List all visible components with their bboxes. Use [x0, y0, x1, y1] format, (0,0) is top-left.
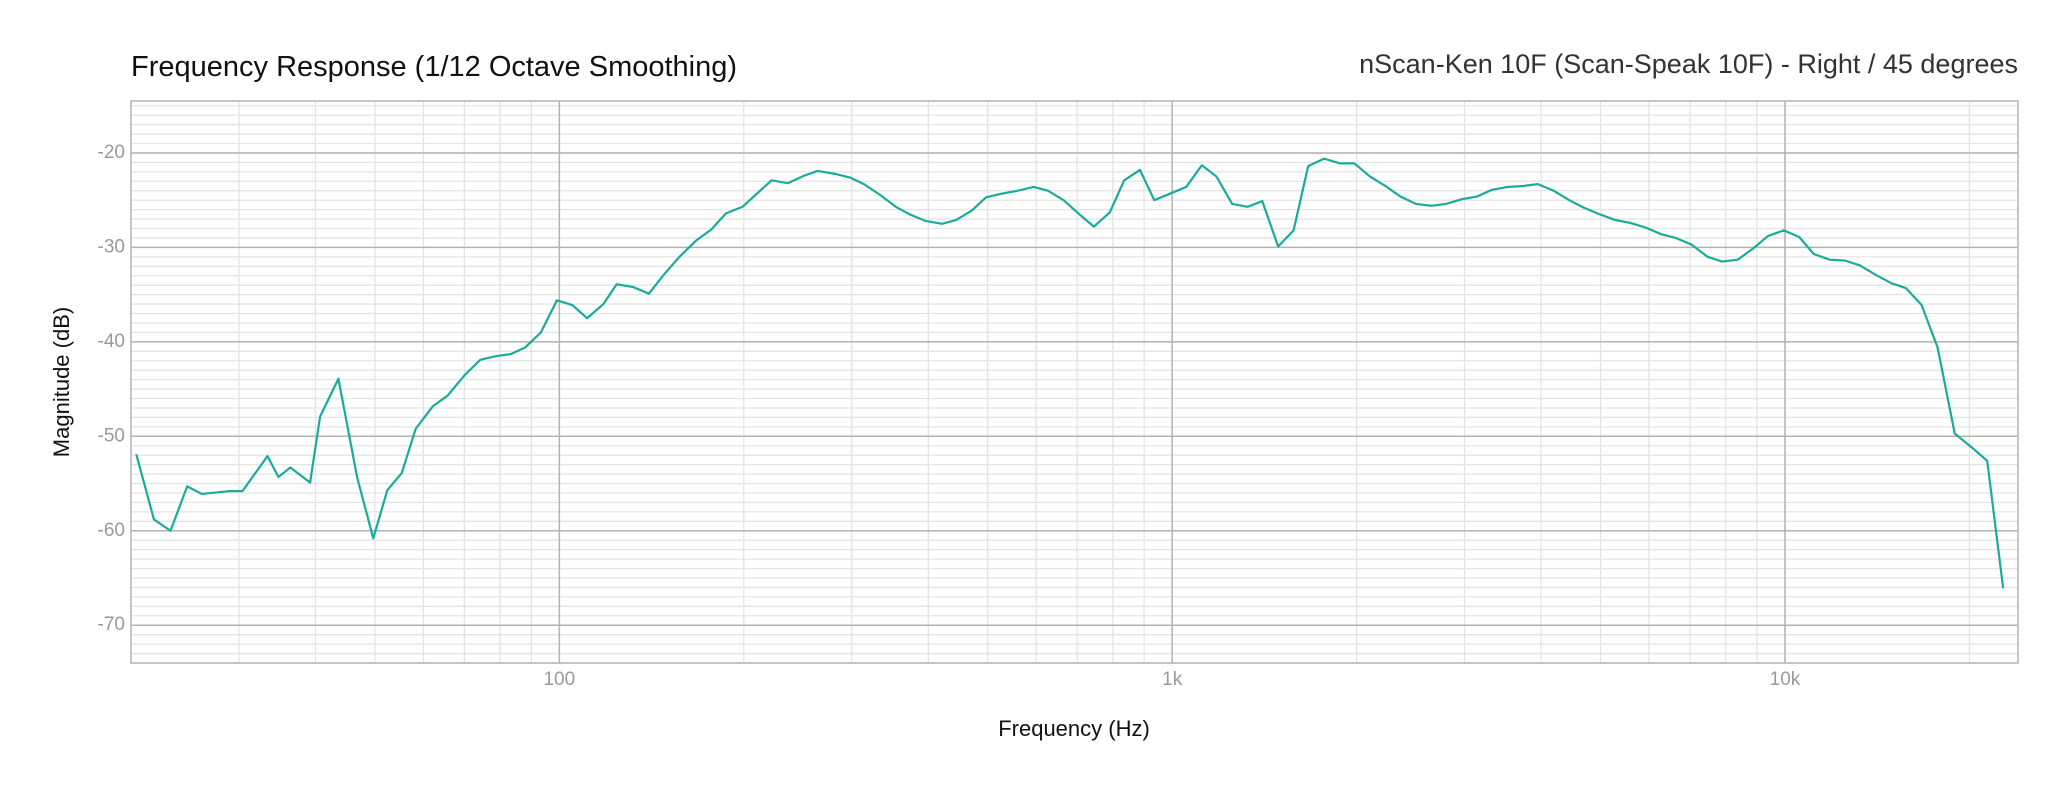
x-tick-label: 10k	[1770, 669, 1801, 690]
x-tick-label: 100	[543, 669, 575, 690]
plot-frame	[130, 100, 2019, 664]
y-tick-label: -30	[98, 236, 125, 257]
chart-subtitle: nScan-Ken 10F (Scan-Speak 10F) - Right /…	[1359, 49, 2018, 79]
title-main: Frequency Response	[131, 51, 407, 83]
title-note: (1/12 Octave Smoothing)	[415, 51, 737, 83]
y-tick-label: -60	[98, 520, 125, 541]
y-tick-label: -70	[98, 614, 125, 635]
y-axis-label: Magnitude (dB)	[49, 307, 74, 457]
chart-title: Frequency Response (1/12 Octave Smoothing…	[131, 51, 737, 83]
x-axis-label: Frequency (Hz)	[998, 716, 1150, 741]
x-tick-label: 1k	[1162, 669, 1183, 690]
response-line	[135, 157, 2005, 589]
y-tick-label: -40	[98, 331, 125, 352]
y-tick-label: -20	[98, 142, 125, 163]
y-tick-label: -50	[98, 425, 125, 446]
